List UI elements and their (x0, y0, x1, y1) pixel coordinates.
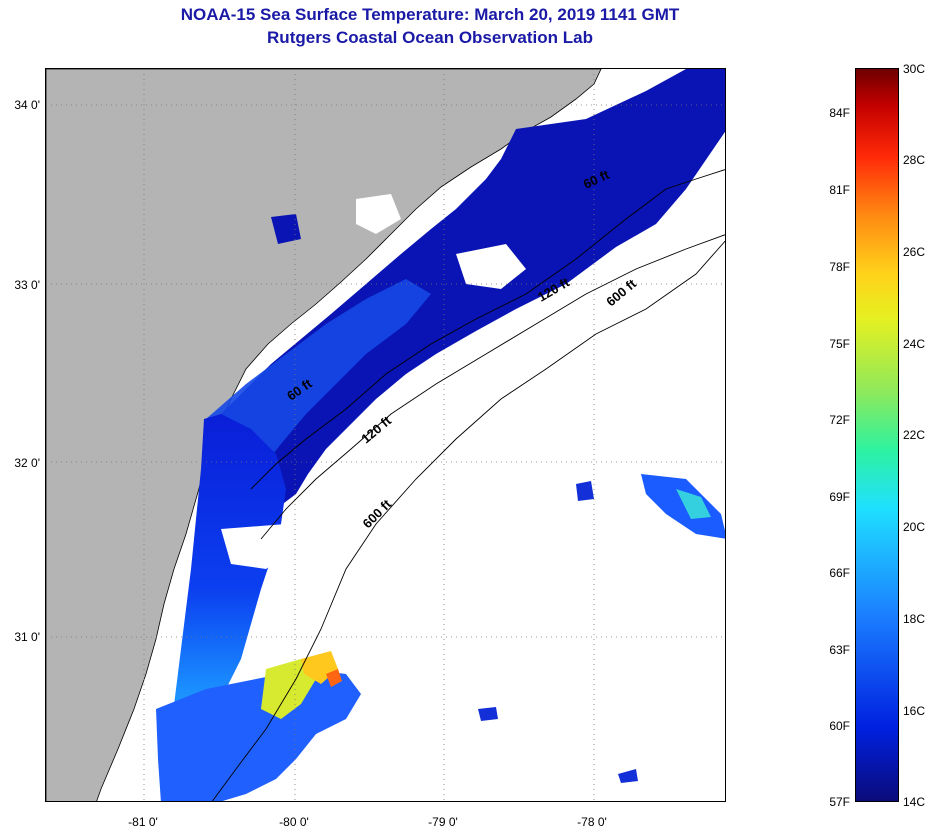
lat-label-32: 32 0' (14, 456, 40, 470)
colorbar-c-14: 14C (903, 795, 926, 809)
map-title: NOAA-15 Sea Surface Temperature: March 2… (180, 5, 680, 24)
lon-label-79: -79 0' (428, 815, 458, 829)
depth-contours (211, 169, 725, 801)
colorbar-f-78: 78F (829, 260, 850, 274)
lon-label-81: -81 0' (128, 815, 158, 829)
sst-southern-blob (156, 669, 361, 801)
cloud-mask-3 (356, 194, 401, 234)
land-inland-lake (271, 214, 301, 244)
colorbar-f-60: 60F (829, 719, 850, 733)
lat-label-31: 31 0' (14, 630, 40, 644)
cloud-mask-2 (221, 524, 296, 569)
colorbar-c-20: 20C (903, 520, 926, 534)
colorbar-c-22: 22C (903, 428, 926, 442)
colorbar-f-84: 84F (829, 106, 850, 120)
colorbar-f-63: 63F (829, 643, 850, 657)
colorbar-c-16: 16C (903, 704, 926, 718)
colorbar-f-81: 81F (829, 183, 850, 197)
colorbar-f-66: 66F (829, 566, 850, 580)
contour-label-120ft-b: 120 ft (358, 413, 394, 447)
colorbar-c-26: 26C (903, 245, 926, 259)
colorbar-f-69: 69F (829, 490, 850, 504)
sst-map: 60 ft 120 ft 600 ft 60 ft 120 ft 600 ft (45, 68, 726, 802)
contour-label-600ft-a: 600 ft (603, 276, 639, 310)
sst-map-graphic: 60 ft 120 ft 600 ft 60 ft 120 ft 600 ft (46, 69, 725, 801)
graticule (46, 69, 725, 801)
lon-label-78: -78 0' (577, 815, 607, 829)
sst-warm-spot (326, 669, 342, 687)
colorbar-c-18: 18C (903, 612, 926, 626)
cloud-mask-1 (456, 244, 526, 289)
lat-label-34: 34 0' (14, 98, 40, 112)
colorbar-f-75: 75F (829, 337, 850, 351)
map-subtitle: Rutgers Coastal Ocean Observation Lab (267, 28, 593, 47)
sst-small-patch-2 (478, 707, 498, 721)
sst-small-patch (576, 481, 594, 501)
lon-label-80: -80 0' (279, 815, 309, 829)
colorbar-f-72: 72F (829, 413, 850, 427)
sst-east-patch (641, 474, 725, 539)
lat-label-33: 33 0' (14, 278, 40, 292)
sst-northern-waters (204, 69, 725, 539)
colorbar-c-28: 28C (903, 153, 926, 167)
sst-small-patch-3 (618, 769, 638, 783)
sst-warm-patch (261, 659, 316, 719)
temperature-colorbar (855, 68, 899, 802)
colorbar-c-24: 24C (903, 337, 926, 351)
colorbar-f-57: 57F (829, 795, 850, 809)
colorbar-c-30: 30C (903, 62, 926, 76)
contour-label-600ft-b: 600 ft (360, 496, 395, 531)
sst-east-patch-2 (676, 489, 711, 519)
